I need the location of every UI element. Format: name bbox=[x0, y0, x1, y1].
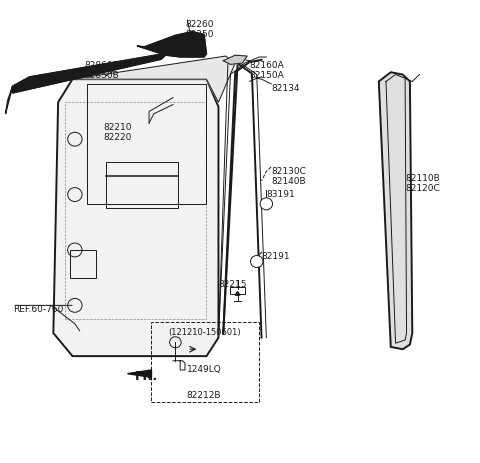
Polygon shape bbox=[72, 56, 235, 102]
Text: 82191: 82191 bbox=[262, 252, 290, 261]
Text: 1249LQ: 1249LQ bbox=[187, 365, 221, 375]
Text: 82210
82220: 82210 82220 bbox=[104, 123, 132, 143]
Text: 82212B: 82212B bbox=[187, 391, 221, 400]
Text: 82860B
82850B: 82860B 82850B bbox=[84, 61, 119, 80]
Polygon shape bbox=[5, 86, 12, 114]
Polygon shape bbox=[235, 292, 240, 295]
Polygon shape bbox=[223, 55, 247, 64]
Polygon shape bbox=[137, 31, 206, 57]
Text: 82260
82250: 82260 82250 bbox=[185, 20, 214, 39]
Text: 82130C
82140B: 82130C 82140B bbox=[271, 167, 306, 186]
Text: REF.60-760: REF.60-760 bbox=[12, 306, 63, 314]
Text: 82215: 82215 bbox=[218, 280, 247, 289]
Text: (121210-150601): (121210-150601) bbox=[168, 328, 240, 338]
Polygon shape bbox=[12, 53, 168, 93]
Polygon shape bbox=[128, 370, 152, 377]
Polygon shape bbox=[379, 72, 412, 349]
Polygon shape bbox=[53, 79, 218, 356]
Circle shape bbox=[251, 256, 263, 268]
Text: 82134: 82134 bbox=[271, 84, 300, 93]
Text: FR.: FR. bbox=[135, 370, 158, 383]
Text: 82160A
82150A: 82160A 82150A bbox=[250, 61, 284, 80]
Text: 82110B
82120C: 82110B 82120C bbox=[405, 174, 440, 193]
Text: 83191: 83191 bbox=[266, 190, 295, 199]
Circle shape bbox=[260, 198, 273, 210]
